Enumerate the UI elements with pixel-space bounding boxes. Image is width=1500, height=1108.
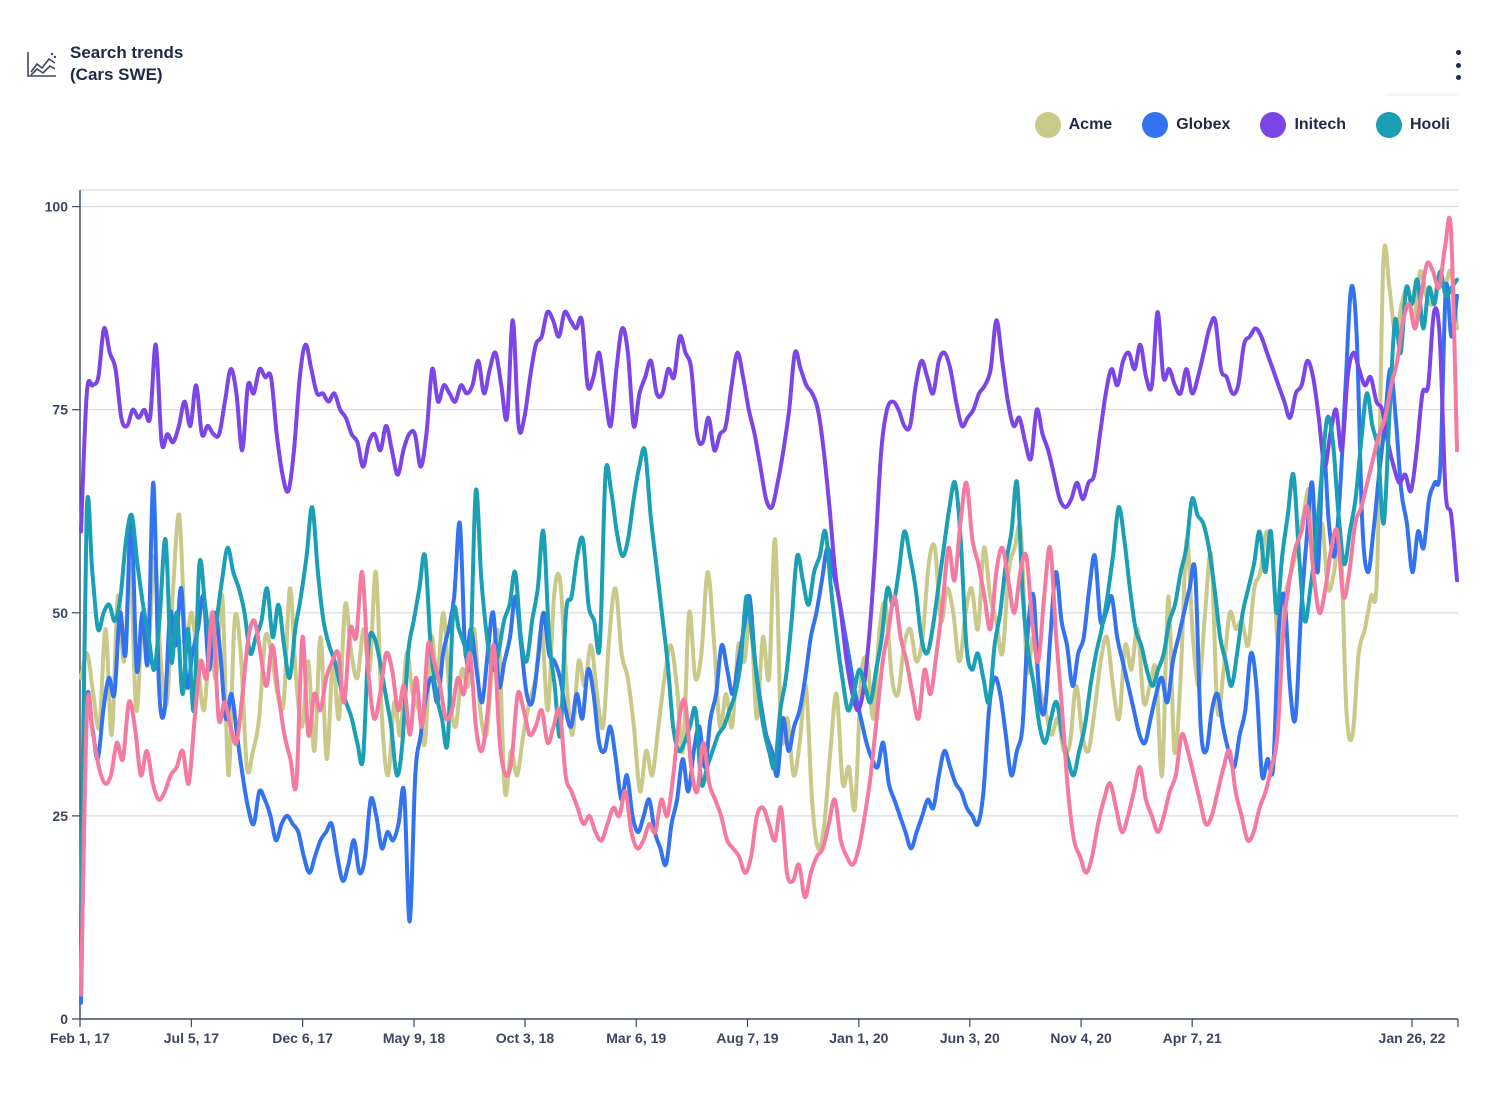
x-tick-label: Nov 4, 20 [1050, 1030, 1112, 1046]
y-tick-label: 100 [45, 199, 69, 215]
legend-swatch-initech [1260, 112, 1287, 138]
legend-item-globex[interactable]: Globex [1142, 112, 1230, 138]
legend-item-acme[interactable]: Acme [1034, 112, 1113, 138]
chart-title-line2: (Cars SWE) [70, 65, 163, 84]
series-line-unlabeled [79, 215, 1459, 997]
legend-swatch-acme [1034, 112, 1061, 138]
y-tick-label: 75 [52, 402, 68, 418]
chart-header: Search trends (Cars SWE) [26, 42, 183, 86]
series-line-initech [79, 306, 1459, 713]
x-tick-label: Jan 1, 20 [829, 1030, 888, 1046]
x-tick-label: Apr 7, 21 [1163, 1030, 1222, 1046]
legend-label-hooli: Hooli [1410, 116, 1450, 133]
y-axis-ticks: 0 25 50 75 100 [45, 199, 80, 1027]
legend-label-acme: Acme [1068, 116, 1113, 133]
x-axis-ticks: Feb 1, 17 Jul 5, 17 Dec 6, 17 May 9, 18 Oct … [50, 1019, 1459, 1046]
legend-label-initech: Initech [1294, 116, 1346, 133]
x-tick-label: Mar 6, 19 [606, 1030, 666, 1046]
legend: Acme Globex Initech Hooli [1034, 112, 1450, 138]
chart-title-line1: Search trends [70, 43, 184, 62]
x-tick-label: Oct 3, 18 [496, 1030, 555, 1046]
legend-item-initech[interactable]: Initech [1260, 112, 1346, 138]
x-tick-label: Jan 26, 22 [1379, 1030, 1446, 1046]
legend-label-globex: Globex [1176, 116, 1231, 133]
x-tick-label: Aug 7, 19 [716, 1030, 778, 1046]
y-tick-label: 50 [52, 605, 68, 621]
x-tick-label: Jul 5, 17 [164, 1030, 219, 1046]
x-tick-label: May 9, 18 [383, 1030, 445, 1046]
vertical-dots-icon[interactable] [1446, 50, 1470, 80]
series-line-hooli [79, 269, 1459, 924]
y-tick-label: 25 [52, 808, 68, 824]
chart-series [79, 215, 1459, 1005]
x-tick-label: Feb 1, 17 [50, 1030, 110, 1046]
chart-title: Search trends (Cars SWE) [70, 42, 183, 86]
y-tick-label: 0 [60, 1011, 68, 1027]
x-tick-label: Jun 3, 20 [940, 1030, 1000, 1046]
legend-swatch-hooli [1376, 112, 1402, 138]
legend-swatch-globex [1142, 112, 1169, 138]
line-chart-icon [27, 52, 57, 77]
legend-item-hooli[interactable]: Hooli [1376, 112, 1450, 138]
x-tick-label: Dec 6, 17 [272, 1030, 333, 1046]
